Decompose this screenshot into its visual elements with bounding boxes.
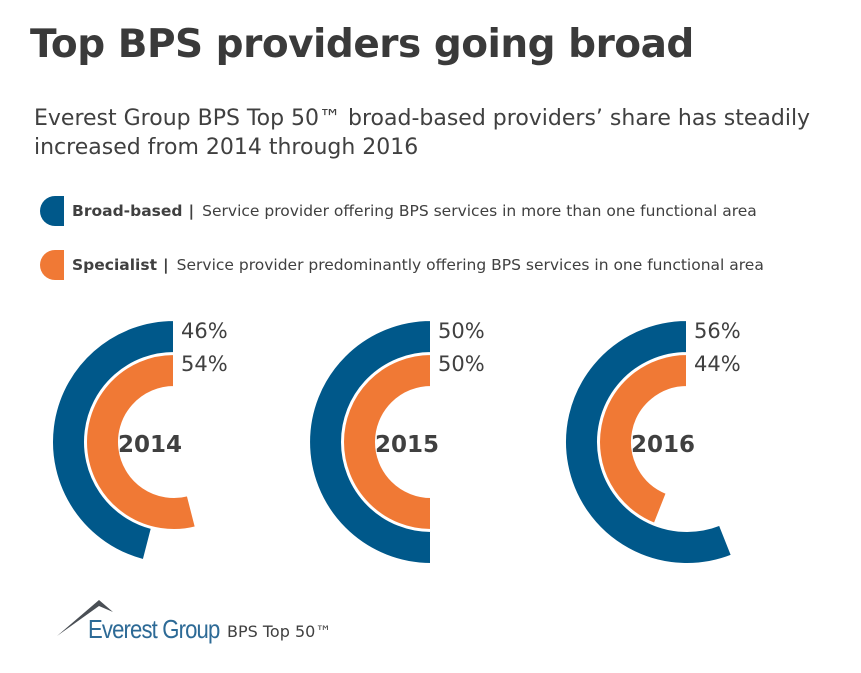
legend-description: Service provider predominantly offering … — [176, 256, 764, 274]
data-label: 50% — [438, 319, 485, 343]
data-label: 46% — [181, 319, 228, 343]
everest-group-logo: Everest Group BPS Top 50™ — [55, 598, 375, 648]
year-label: 2016 — [631, 432, 695, 458]
arc-specialist-2015 — [342, 352, 432, 532]
data-label: 50% — [438, 352, 485, 376]
radial-chart: 46% 54% 2014 50% 50% 2015 56% 44% 2016 — [51, 318, 741, 566]
data-label: 54% — [181, 352, 228, 376]
legend-label: Broad-based — [72, 202, 183, 220]
legend-separator: | — [163, 256, 169, 274]
data-label: 44% — [694, 352, 741, 376]
logo-brand: Everest Group — [88, 614, 220, 644]
subtitle: Everest Group BPS Top 50™ broad-based pr… — [34, 106, 811, 160]
legend-description: Service provider offering BPS services i… — [202, 202, 757, 220]
logo-product: BPS Top 50™ — [227, 622, 332, 641]
year-label: 2015 — [375, 432, 439, 458]
legend-swatch-icon — [40, 196, 64, 226]
arc-specialist-2016 — [598, 352, 688, 526]
legend-separator: | — [188, 202, 195, 220]
arc-specialist-2014 — [85, 352, 198, 531]
year-label: 2014 — [118, 432, 182, 458]
page-title: Top BPS providers going broad — [30, 22, 694, 67]
legend-label: Specialist — [72, 256, 157, 274]
legend-swatch-icon — [40, 250, 64, 280]
data-label: 56% — [694, 319, 741, 343]
legend-item-broad-based: Broad-based | Service provider offering … — [40, 196, 757, 226]
legend-item-specialist: Specialist | Service provider predominan… — [40, 250, 764, 280]
